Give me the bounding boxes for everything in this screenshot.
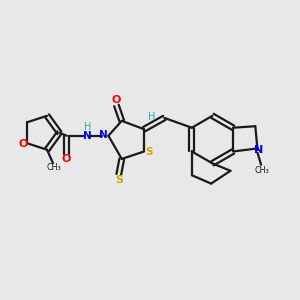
Text: O: O [19,140,28,149]
Text: N: N [254,146,263,155]
Text: S: S [115,175,123,185]
Text: O: O [111,95,121,105]
Text: CH₃: CH₃ [255,166,270,175]
Text: H: H [148,112,155,122]
Text: CH₃: CH₃ [47,164,61,172]
Text: O: O [62,154,71,164]
Text: N: N [83,131,92,141]
Text: H: H [84,122,91,132]
Text: S: S [146,147,153,157]
Text: N: N [99,130,108,140]
